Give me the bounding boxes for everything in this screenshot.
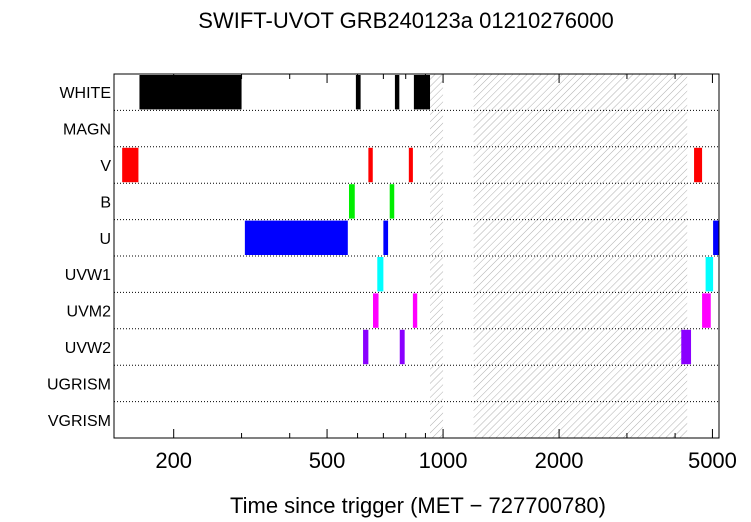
exposure-bar-u-12 [713,220,719,255]
filter-label-ugrism: UGRISM [47,376,111,393]
filter-label-white: WHITE [59,85,111,102]
exposure-bar-b-8 [348,184,355,219]
exposure-bar-uvw2-19 [399,329,405,365]
exposure-layer [122,75,719,365]
exposure-bar-v-7 [694,147,703,183]
plot-frame [113,73,720,439]
exposure-bar-v-6 [408,147,413,183]
x-tick-label-500: 500 [309,448,346,473]
exposure-bar-uvm2-16 [412,293,418,328]
x-tick-label-200: 200 [155,448,192,473]
filter-label-uvw1: UVW1 [65,267,111,284]
exposure-bar-v-4 [122,147,139,183]
exposure-bar-uvw1-14 [705,257,714,292]
x-axis-label: Time since trigger (MET − 727700780) [230,493,606,518]
filter-rows: WHITE MAGN V B U UVW1 UVM2 UVW2 UGRISM VGRISM [47,85,719,430]
x-axis: 200 500 1000 2000 5000 [155,74,737,473]
chart-title: SWIFT-UVOT GRB240123a 01210276000 [198,8,613,33]
exposure-bar-white-2 [394,75,400,110]
filter-label-magn: MAGN [63,122,111,139]
exposure-bar-uvw2-20 [681,329,692,365]
exposure-bar-b-9 [389,184,395,219]
exposure-bar-uvw1-13 [377,257,384,292]
exposure-bar-u-11 [383,220,389,255]
filter-label-v: V [100,158,111,175]
exposure-bar-white-1 [355,75,361,110]
filter-label-uvm2: UVM2 [67,304,112,321]
x-tick-label-1000: 1000 [419,448,468,473]
filter-label-vgrism: VGRISM [48,413,111,430]
exposure-bar-v-5 [368,147,373,183]
exposure-bar-uvm2-17 [702,293,711,328]
exposure-bar-white-3 [413,75,431,110]
exposure-bar-white-0 [139,75,242,110]
filter-label-uvw2: UVW2 [65,340,111,357]
x-tick-label-5000: 5000 [688,448,737,473]
exposure-bar-uvm2-15 [373,293,379,328]
exposure-bar-u-10 [244,220,348,255]
gap-region-0 [430,74,444,438]
exposure-bar-uvw2-18 [363,329,369,365]
filter-label-u: U [99,231,111,248]
gap-region-1 [473,74,688,438]
filter-label-b: B [100,194,111,211]
x-tick-label-2000: 2000 [535,448,584,473]
